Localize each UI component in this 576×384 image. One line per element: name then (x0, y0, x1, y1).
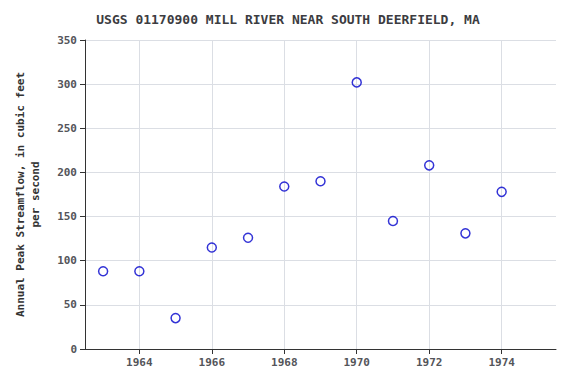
svg-text:1970: 1970 (343, 356, 370, 369)
svg-text:350: 350 (57, 34, 77, 47)
svg-text:150: 150 (57, 210, 77, 223)
svg-text:50: 50 (64, 298, 77, 311)
svg-text:per second: per second (29, 161, 42, 227)
svg-text:USGS 01170900 MILL RIVER NEAR: USGS 01170900 MILL RIVER NEAR SOUTH DEER… (96, 12, 480, 27)
svg-text:1972: 1972 (416, 356, 443, 369)
svg-text:Annual Peak Streamflow, in cub: Annual Peak Streamflow, in cubic feet (14, 72, 27, 317)
svg-text:1968: 1968 (271, 356, 298, 369)
svg-text:250: 250 (57, 122, 77, 135)
svg-text:0: 0 (70, 343, 77, 356)
svg-text:300: 300 (57, 78, 77, 91)
svg-text:1974: 1974 (488, 356, 515, 369)
svg-text:100: 100 (57, 254, 77, 267)
svg-text:1964: 1964 (126, 356, 153, 369)
svg-text:1966: 1966 (199, 356, 226, 369)
svg-text:200: 200 (57, 166, 77, 179)
